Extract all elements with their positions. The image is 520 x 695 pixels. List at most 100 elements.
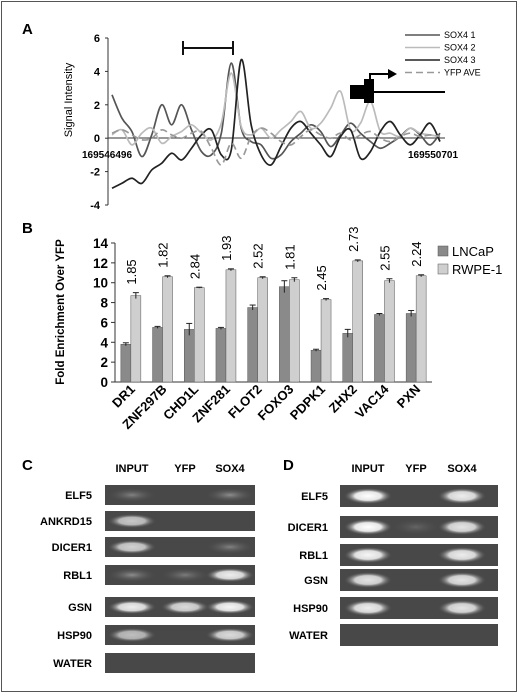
gel-row-label: RBL1 [299, 550, 328, 562]
bar-RWPE-1-DR1 [130, 295, 142, 383]
category-label: PDPK1 [287, 382, 328, 423]
a-y-tick-label: 6 [94, 33, 100, 45]
panel-a: A Signal Intensity 6 4 2 0 -2 -4 169546496 16… [22, 21, 481, 212]
panel-a-series [111, 58, 441, 190]
ratio-label: 1.85 [124, 259, 139, 284]
b-y-tick-label: 2 [100, 355, 108, 370]
panel-a-x-end-label: 169550701 [408, 150, 458, 161]
legend-label: YFP AVE [444, 68, 481, 78]
gel-row-label: ELF5 [65, 490, 92, 502]
gel-column-header: SOX4 [447, 463, 477, 475]
legend-swatch [437, 263, 449, 275]
legend-label: SOX4 3 [444, 55, 476, 65]
legend-label: SOX4 1 [444, 30, 476, 40]
gel-band [438, 600, 486, 616]
gel-row-label: HSP90 [293, 603, 328, 615]
gel-band [438, 488, 486, 504]
bar-LNCaP-PDPK1 [310, 349, 322, 383]
gel-column-header: YFP [405, 463, 426, 475]
ratio-label: 2.52 [251, 243, 266, 268]
a-y-tick-label: -4 [90, 200, 101, 212]
a-y-tick-label: 4 [94, 66, 101, 78]
gel-row-label: HSP90 [57, 630, 92, 642]
panel-d-label: D [283, 457, 294, 474]
panel-a-y-ticks: 6 4 2 0 -2 -4 [90, 33, 108, 212]
gel-row-label: RBL1 [63, 570, 92, 582]
category-label: FOXO3 [255, 382, 297, 424]
bar-RWPE-1-ZHX2 [352, 260, 363, 383]
gel-row-label: ANKRD15 [40, 516, 92, 528]
ratio-label: 2.45 [314, 265, 329, 290]
panel-c: C INPUT YFP SOX4 ELF5 ANKRD15 DICER1 RBL1 GSN HS… [22, 457, 255, 673]
gel-band [108, 514, 156, 528]
b-y-tick-label: 14 [93, 236, 109, 251]
panel-b-ylabel: Fold Enrichment Over YFP [55, 239, 67, 385]
gel-row-label: GSN [304, 575, 328, 587]
category-label: PXN [394, 382, 424, 412]
ratio-label: 1.81 [282, 244, 297, 269]
gel-band [438, 519, 486, 535]
gel-strip [340, 624, 498, 646]
legend-swatch [437, 245, 449, 257]
ratio-label: 1.93 [219, 236, 234, 261]
bar-LNCaP-FOXO3 [279, 286, 290, 383]
panel-a-label: A [22, 21, 33, 38]
series-line-2 [111, 72, 441, 146]
legend-label: SOX4 2 [444, 43, 476, 53]
b-y-tick-label: 0 [100, 375, 108, 390]
gel-row-label: DICER1 [52, 542, 92, 554]
b-y-tick-label: 8 [100, 296, 108, 311]
gel-column-header: INPUT [352, 463, 385, 475]
a-y-tick-label: -2 [90, 167, 100, 179]
gel-band [206, 628, 254, 642]
gel-column-header: INPUT [116, 463, 149, 475]
gel-band [206, 540, 254, 554]
tss-arrow-icon [388, 69, 397, 79]
gel-row-label: WATER [289, 630, 328, 642]
bar-LNCaP-CHD1L [184, 329, 195, 383]
ratio-label: 2.84 [187, 254, 202, 279]
gel-column-header: SOX4 [215, 463, 245, 475]
bar-LNCaP-PXN [405, 313, 417, 383]
gel-band [206, 568, 254, 582]
b-y-tick-label: 4 [100, 335, 108, 350]
gene-schematic [350, 69, 445, 103]
panel-c-label: C [22, 457, 33, 474]
bar-RWPE-1-PXN [415, 275, 427, 383]
ratio-label: 1.82 [156, 242, 171, 267]
bar-RWPE-1-ZNF281 [225, 269, 237, 383]
a-y-tick-label: 2 [94, 100, 100, 112]
gel-band [161, 600, 209, 614]
series-line-4 [111, 127, 441, 166]
ratio-label: 2.73 [346, 227, 361, 252]
gel-band [344, 519, 392, 535]
gel-strip [105, 653, 255, 673]
gel-band [108, 488, 156, 502]
bar-LNCaP-ZNF281 [215, 328, 227, 383]
gel-band [161, 568, 209, 582]
gel-row-label: ELF5 [301, 491, 328, 503]
panel-a-ylabel: Signal Intensity [63, 62, 75, 137]
gel-row-label: DICER1 [288, 522, 328, 534]
region-bracket [182, 41, 234, 55]
gel-column-header: YFP [174, 463, 195, 475]
b-y-tick-label: 10 [93, 276, 108, 291]
ratio-label: 2.55 [377, 245, 392, 270]
gel-band [108, 540, 156, 554]
bar-LNCaP-FLOT2 [247, 307, 258, 383]
gel-band [344, 600, 392, 616]
gel-band [344, 547, 392, 563]
panel-b-bars: 1.85DR11.82ZNF297B2.84CHD1L1.93ZNF2812.5… [109, 227, 427, 432]
gel-band [438, 572, 486, 588]
bar-RWPE-1-PDPK1 [320, 299, 332, 383]
gel-band [206, 488, 254, 502]
panel-d: D INPUT YFP SOX4 ELF5 DICER1 RBL1 GSN HSP90 WATE… [283, 457, 498, 646]
panel-b-label: B [22, 220, 33, 237]
series-line-3 [111, 58, 441, 190]
a-y-tick-label: 0 [94, 133, 100, 145]
gel-row-label: WATER [53, 658, 92, 670]
panel-b-legend: LNCaP RWPE-1 [437, 244, 502, 277]
gel-band [108, 568, 156, 582]
